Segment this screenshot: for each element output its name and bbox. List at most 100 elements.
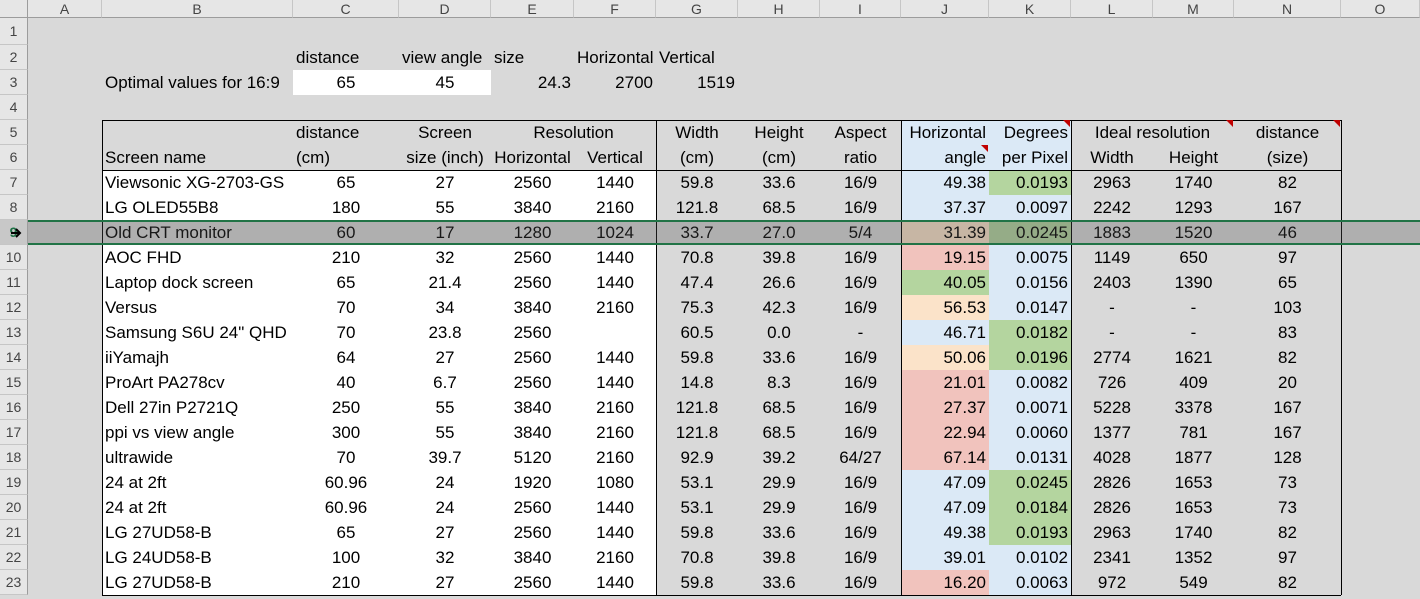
row-header-20[interactable]: 20 — [0, 495, 28, 520]
header-distance-cm[interactable]: (cm) — [296, 147, 330, 167]
aspect-ratio-cell[interactable]: 16/9 — [843, 197, 878, 217]
degrees-per-pixel-cell[interactable]: 0.0097 — [989, 195, 1071, 220]
screen-name-cell[interactable]: Old CRT monitor — [105, 222, 232, 242]
size-cell[interactable]: 27 — [399, 570, 491, 595]
aspect-ratio-cell[interactable]: 16/9 — [843, 247, 878, 267]
select-all-corner[interactable] — [0, 0, 28, 18]
n-distance-cell[interactable]: 20 — [1278, 372, 1297, 392]
n-distance-cell[interactable]: 46 — [1278, 222, 1297, 242]
width-cell[interactable]: 121.8 — [675, 422, 719, 442]
width-cell[interactable]: 70.8 — [680, 247, 714, 267]
ideal-width-cell[interactable]: - — [1109, 322, 1115, 342]
header-width-cm[interactable]: (cm) — [680, 147, 714, 167]
aspect-ratio-cell[interactable]: 16/9 — [843, 522, 878, 542]
aspect-ratio-cell[interactable]: 16/9 — [843, 497, 878, 517]
degrees-per-pixel-cell[interactable]: 0.0071 — [989, 395, 1071, 420]
n-distance-cell[interactable]: 167 — [1273, 197, 1302, 217]
height-cell[interactable]: 33.6 — [762, 572, 796, 592]
ideal-height-cell[interactable]: - — [1190, 322, 1197, 342]
column-header-b[interactable]: B — [102, 0, 293, 18]
screen-name-cell[interactable]: Samsung S6U 24" QHD — [102, 320, 293, 345]
distance-cell[interactable]: 210 — [293, 570, 399, 595]
res-vertical-cell[interactable] — [574, 320, 656, 345]
size-cell[interactable]: 23.8 — [399, 320, 491, 345]
distance-cell[interactable]: 70 — [293, 295, 399, 320]
size-cell[interactable]: 24 — [399, 495, 491, 520]
width-cell[interactable]: 59.8 — [680, 347, 714, 367]
res-vertical-cell[interactable]: 1440 — [574, 370, 656, 395]
screen-name-cell[interactable]: ppi vs view angle — [102, 420, 293, 445]
horizontal-angle-cell[interactable]: 47.09 — [901, 470, 989, 495]
horizontal-angle-cell[interactable]: 31.39 — [901, 220, 989, 245]
res-horizontal-cell[interactable]: 3840 — [491, 420, 574, 445]
aspect-ratio-cell[interactable]: 16/9 — [843, 297, 878, 317]
screen-name-cell[interactable]: ultrawide — [102, 445, 293, 470]
screen-name-cell[interactable]: Versus — [102, 295, 293, 320]
size-cell[interactable]: 6.7 — [399, 370, 491, 395]
screen-name-cell[interactable]: LG OLED55B8 — [102, 195, 293, 220]
header-resolution[interactable]: Resolution — [533, 122, 614, 142]
optimal-label-size[interactable]: size — [494, 47, 525, 67]
row-header-11[interactable]: 11 — [0, 270, 28, 295]
width-cell[interactable]: 59.8 — [680, 572, 714, 592]
height-cell[interactable]: 42.3 — [762, 297, 796, 317]
width-cell[interactable]: 121.8 — [675, 397, 719, 417]
n-distance-cell[interactable]: 83 — [1278, 322, 1297, 342]
column-header-g[interactable]: G — [656, 0, 738, 18]
size-cell[interactable]: 27 — [399, 170, 491, 195]
distance-cell[interactable]: 60.96 — [293, 470, 399, 495]
horizontal-angle-cell[interactable]: 19.15 — [901, 245, 989, 270]
screen-name-cell[interactable]: 24 at 2ft — [102, 470, 293, 495]
distance-cell[interactable]: 60.96 — [293, 495, 399, 520]
res-vertical-cell[interactable]: 2160 — [574, 420, 656, 445]
height-cell[interactable]: 0.0 — [767, 322, 791, 342]
ideal-height-cell[interactable]: 1653 — [1174, 497, 1213, 517]
distance-cell[interactable]: 70 — [293, 320, 399, 345]
optimal-horizontal-value[interactable]: 2700 — [615, 72, 653, 92]
n-distance-cell[interactable]: 167 — [1273, 397, 1302, 417]
height-cell[interactable]: 33.6 — [762, 347, 796, 367]
n-distance-cell[interactable]: 167 — [1273, 422, 1302, 442]
ideal-height-cell[interactable]: - — [1190, 297, 1197, 317]
header-angle[interactable]: angle — [901, 145, 989, 170]
header-screen-name[interactable]: Screen name — [105, 147, 207, 167]
res-vertical-cell[interactable]: 1440 — [574, 520, 656, 545]
degrees-per-pixel-cell[interactable]: 0.0075 — [989, 245, 1071, 270]
res-vertical-cell[interactable]: 2160 — [574, 195, 656, 220]
header-ideal-resolution[interactable]: Ideal resolution — [1094, 122, 1211, 142]
horizontal-angle-cell[interactable]: 40.05 — [901, 270, 989, 295]
res-horizontal-cell[interactable]: 3840 — [491, 395, 574, 420]
screen-name-cell[interactable]: Laptop dock screen — [102, 270, 293, 295]
optimal-view-angle-input[interactable]: 45 — [399, 70, 491, 95]
ideal-height-cell[interactable]: 1740 — [1174, 172, 1213, 192]
column-header-i[interactable]: I — [820, 0, 901, 18]
res-horizontal-cell[interactable]: 2560 — [491, 170, 574, 195]
optimal-vertical-value[interactable]: 1519 — [697, 72, 735, 92]
column-header-d[interactable]: D — [399, 0, 491, 18]
height-cell[interactable]: 33.6 — [762, 172, 796, 192]
column-header-o[interactable]: O — [1341, 0, 1420, 18]
size-cell[interactable]: 17 — [435, 222, 455, 242]
n-distance-cell[interactable]: 82 — [1278, 172, 1297, 192]
aspect-ratio-cell[interactable]: 16/9 — [843, 347, 878, 367]
height-cell[interactable]: 68.5 — [762, 197, 796, 217]
horizontal-angle-cell[interactable]: 16.20 — [901, 570, 989, 595]
width-cell[interactable]: 59.8 — [680, 172, 714, 192]
horizontal-angle-cell[interactable]: 46.71 — [901, 320, 989, 345]
distance-cell[interactable]: 65 — [293, 270, 399, 295]
degrees-per-pixel-cell[interactable]: 0.0060 — [989, 420, 1071, 445]
size-cell[interactable]: 34 — [399, 295, 491, 320]
row-header-6[interactable]: 6 — [0, 145, 28, 170]
width-cell[interactable]: 33.7 — [680, 222, 714, 242]
size-cell[interactable]: 55 — [399, 420, 491, 445]
horizontal-angle-cell[interactable]: 67.14 — [901, 445, 989, 470]
screen-name-cell[interactable]: LG 27UD58-B — [102, 570, 293, 595]
optimal-label-horizontal[interactable]: Horizontal — [577, 47, 654, 67]
res-vertical-cell[interactable]: 1440 — [574, 570, 656, 595]
res-vertical-cell[interactable]: 1440 — [574, 495, 656, 520]
n-distance-cell[interactable]: 97 — [1278, 547, 1297, 567]
ideal-height-cell[interactable]: 1877 — [1174, 447, 1213, 467]
size-cell[interactable]: 55 — [399, 195, 491, 220]
header-height-cm[interactable]: (cm) — [762, 147, 796, 167]
column-header-f[interactable]: F — [574, 0, 656, 18]
